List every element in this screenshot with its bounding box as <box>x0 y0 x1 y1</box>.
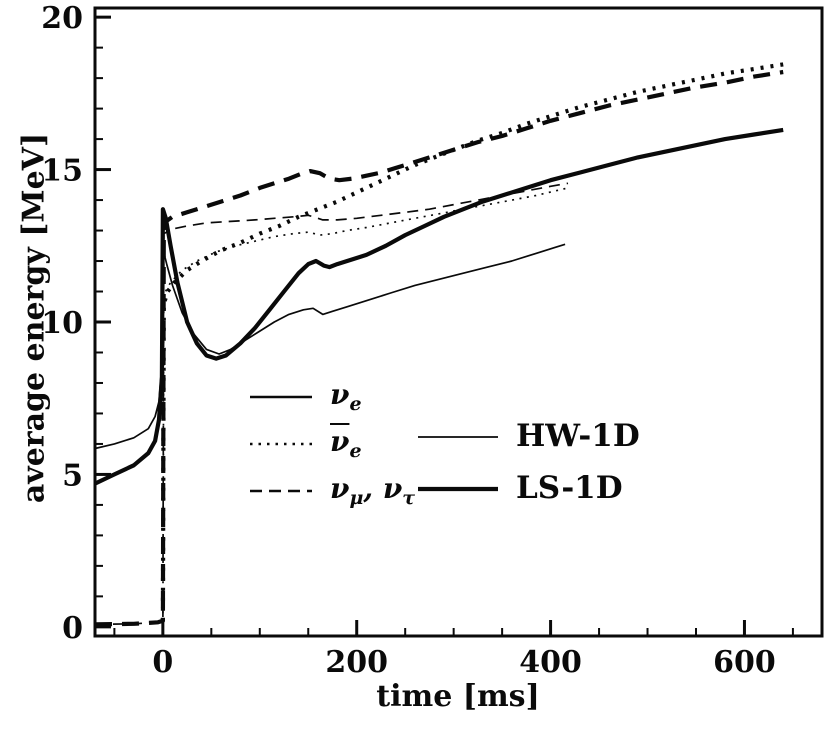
x-tick-label: 600 <box>713 645 776 680</box>
y-tick-label: 0 <box>62 611 83 646</box>
x-axis-label: time [ms] <box>376 679 540 714</box>
legend-line-sample-solid-thick <box>418 486 498 491</box>
legend-model-label: HW-1D <box>516 418 640 454</box>
legend-model-label: LS-1D <box>516 470 623 506</box>
legend-model-row-0: HW-1D <box>416 418 640 455</box>
x-tick-label: 200 <box>325 645 388 680</box>
series-LS-1D-nu_e <box>94 127 784 486</box>
legend-species-label: νμ, ντ <box>330 471 416 509</box>
legend-line-sample-dotted-medium <box>250 442 312 446</box>
legend-species-label: νe <box>330 424 362 462</box>
y-tick-label: 20 <box>41 1 83 36</box>
legend-species-label: νe <box>330 377 362 415</box>
y-tick-label: 10 <box>41 306 83 341</box>
legend-line-sample-solid-thin <box>418 435 498 438</box>
legend-species-row-1: νe <box>248 424 415 462</box>
legend-line-sample-dashed-medium <box>250 489 312 493</box>
legend-species: νe νe νμ, ντ <box>248 377 416 509</box>
x-tick-label: 400 <box>519 645 582 680</box>
y-axis-label: average energy [MeV] <box>16 132 52 504</box>
series-HW-1D-nubar_e <box>162 187 569 621</box>
legend-species-row-2: νμ, ντ <box>248 471 416 509</box>
y-tick-label: 5 <box>62 458 83 493</box>
legend-models: HW-1D LS-1D <box>416 418 640 507</box>
y-tick-label: 15 <box>41 154 83 189</box>
legend-species-row-0: νe <box>248 377 415 415</box>
legend-line-sample-solid-medium <box>250 395 312 399</box>
legend-model-row-1: LS-1D <box>416 470 640 507</box>
plot-frame <box>93 6 824 638</box>
x-tick-label: 0 <box>152 645 173 680</box>
series-LS-1D-nu_mu_tau <box>94 69 784 627</box>
